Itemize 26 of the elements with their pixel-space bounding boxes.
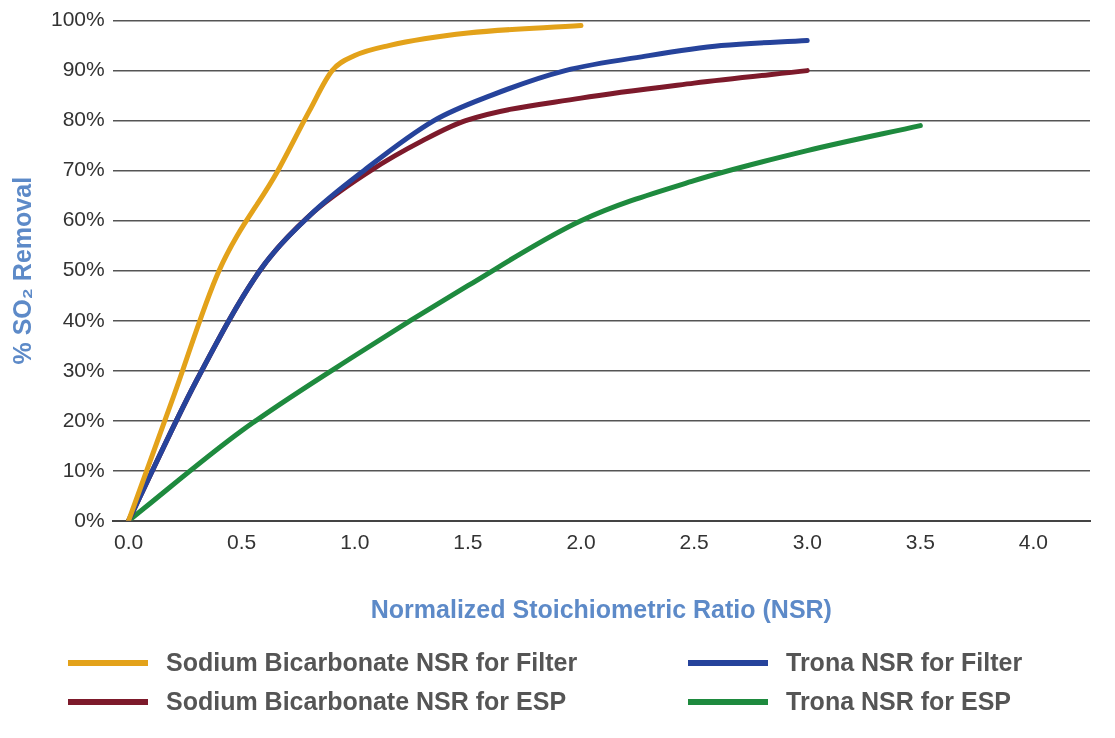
x-tick-label: 1.5 <box>453 530 483 554</box>
x-tick-label: 4.0 <box>1018 530 1049 554</box>
y-tick-label: 70% <box>62 157 105 181</box>
y-tick-label: 100% <box>50 7 105 31</box>
x-tick-label: 3.0 <box>792 530 822 554</box>
y-axis-title: % SO₂ Removal <box>7 176 36 365</box>
y-tick-label: 50% <box>62 257 105 281</box>
x-tick-label: 3.5 <box>905 530 935 554</box>
legend-label: Trona NSR for Filter <box>786 648 1023 677</box>
legend-label: Sodium Bicarbonate NSR for ESP <box>166 687 567 716</box>
y-tick-label: 80% <box>62 107 105 131</box>
x-tick-label: 2.0 <box>566 530 596 554</box>
x-axis-title: Normalized Stoichiometric Ratio (NSR) <box>370 594 832 623</box>
x-tick-label: 1.0 <box>340 530 370 554</box>
legend-label: Trona NSR for ESP <box>786 687 1012 716</box>
y-tick-label: 0% <box>74 507 105 531</box>
y-tick-label: 90% <box>62 57 105 81</box>
y-tick-label: 60% <box>62 207 105 231</box>
x-tick-label: 2.5 <box>679 530 709 554</box>
y-tick-label: 30% <box>62 357 105 381</box>
legend-label: Sodium Bicarbonate NSR for Filter <box>166 648 578 677</box>
y-tick-label: 20% <box>62 407 105 431</box>
x-tick-label: 0.5 <box>227 530 257 554</box>
y-tick-label: 10% <box>62 457 105 481</box>
x-tick-label: 0.0 <box>113 530 144 554</box>
y-tick-label: 40% <box>62 307 105 331</box>
